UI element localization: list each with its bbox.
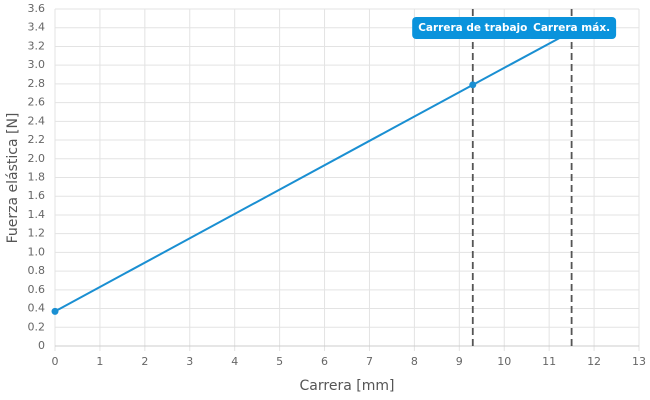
y-tick-label: 1.6 (28, 189, 46, 202)
line (54, 30, 573, 313)
x-tick-label: 2 (141, 355, 148, 368)
y-tick-label: 2.0 (28, 152, 46, 165)
annotation-label: Carrera máx. (533, 22, 610, 34)
y-tick-label: 2.2 (28, 133, 46, 146)
x-tick-label: 4 (231, 355, 238, 368)
y-tick-label: 1.0 (28, 245, 46, 258)
x-axis-title: Carrera [mm] (300, 378, 395, 394)
x-tick-label: 8 (411, 355, 418, 368)
y-tick-label: 2.6 (28, 96, 46, 109)
y-axis-title: Fuerza elástica [N] (5, 113, 21, 244)
y-tick-label: 0 (38, 339, 45, 352)
x-tick-label: 13 (632, 355, 646, 368)
y-tick-label: 2.8 (28, 77, 46, 90)
y-tick-label: 1.4 (28, 208, 46, 221)
x-tick-label: 6 (321, 355, 328, 368)
y-tick-label: 1.2 (28, 227, 46, 240)
annotation-box (527, 17, 617, 39)
y-tick-label: 0.2 (28, 320, 46, 333)
y-tick-label: 3.6 (28, 2, 46, 15)
y-tick-label: 0.8 (28, 264, 46, 277)
annotation-box (412, 17, 534, 39)
x-tick-label: 3 (186, 355, 193, 368)
point (469, 81, 477, 89)
x-tick-label: 12 (587, 355, 601, 368)
x-tick-label: 5 (276, 355, 283, 368)
point (51, 307, 59, 315)
x-tick-label: 0 (52, 355, 59, 368)
y-tick-label: 2.4 (28, 114, 46, 127)
x-tick-label: 11 (542, 355, 556, 368)
y-tick-label: 3.2 (28, 39, 46, 52)
annotation-label: Carrera de trabajo (418, 22, 527, 34)
x-tick-label: 9 (456, 355, 463, 368)
x-tick-label: 1 (96, 355, 103, 368)
y-tick-label: 1.8 (28, 171, 46, 184)
x-tick-label: 7 (366, 355, 373, 368)
y-tick-label: 0.6 (28, 283, 46, 296)
y-tick-label: 3.0 (28, 58, 46, 71)
x-tick-label: 10 (497, 355, 511, 368)
y-tick-label: 3.4 (28, 21, 46, 34)
y-tick-label: 0.4 (28, 302, 46, 315)
